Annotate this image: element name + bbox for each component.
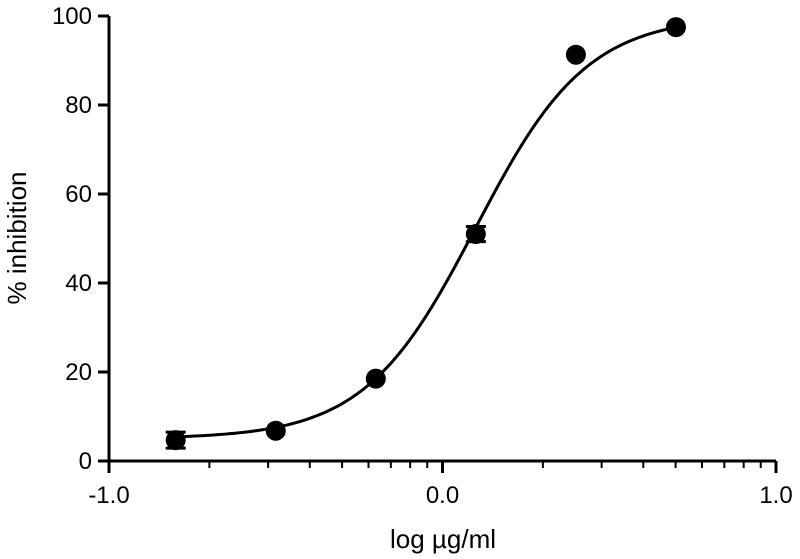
y-tick-label: 0 [79, 448, 92, 475]
tick-marks [98, 14, 778, 473]
y-tick-label: 20 [65, 359, 92, 386]
data-point [665, 17, 686, 38]
y-tick-label: 40 [65, 270, 92, 297]
data-point [165, 430, 186, 451]
y-tick-label: 60 [65, 181, 92, 208]
y-axis-label: % inhibition [2, 172, 32, 305]
data-point [365, 368, 386, 389]
axes [107, 16, 776, 463]
data-point [265, 420, 286, 441]
y-tick-label: 100 [52, 3, 92, 30]
data-points [165, 17, 686, 451]
data-point [565, 44, 586, 65]
fit-curve [175, 25, 677, 439]
error-bars [165, 224, 486, 450]
x-tick-label: -1.0 [88, 482, 129, 509]
y-tick-label: 80 [65, 92, 92, 119]
x-axis-label: log µg/ml [390, 524, 496, 554]
tick-labels: 0 20 40 60 80 100 -1.0 0.0 1.0 [52, 3, 793, 509]
data-point [465, 224, 486, 245]
x-tick-label: 1.0 [759, 482, 792, 509]
x-tick-label: 0.0 [426, 482, 459, 509]
